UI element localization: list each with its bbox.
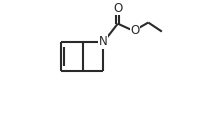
- Text: O: O: [130, 24, 139, 37]
- Text: O: O: [113, 2, 122, 15]
- Text: N: N: [99, 35, 107, 48]
